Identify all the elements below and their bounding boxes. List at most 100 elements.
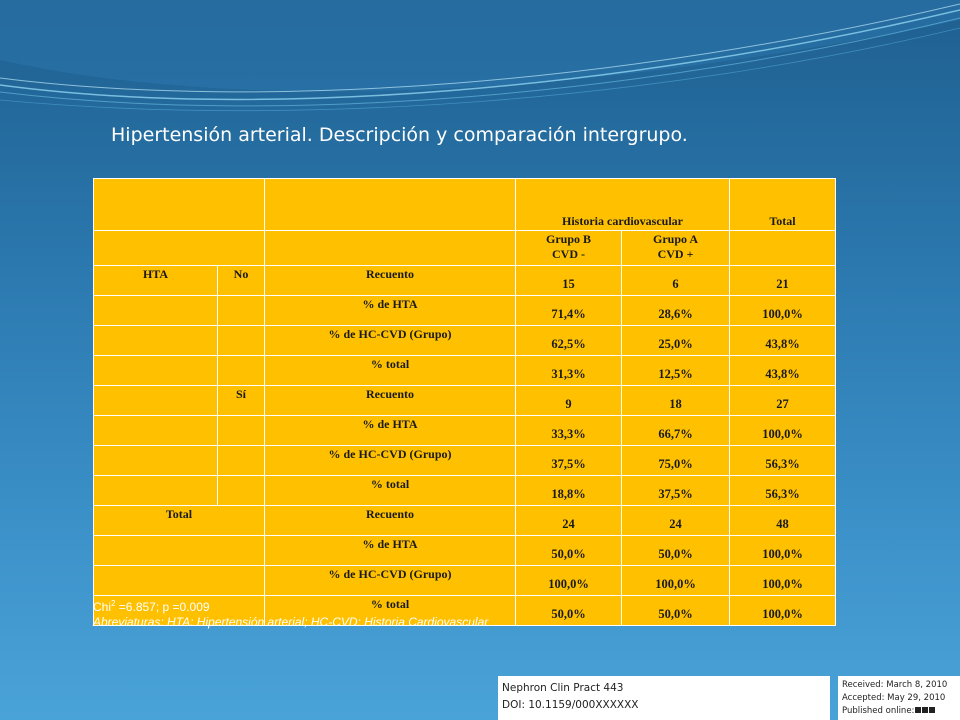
row-variable-label — [93, 355, 218, 386]
cell-total: 43,8% — [729, 355, 837, 386]
cell-total: 56,3% — [729, 445, 837, 476]
header-empty-cell — [264, 178, 516, 231]
journal-reference-box: Nephron Clin Pract 443 DOI: 10.1159/000X… — [498, 676, 830, 720]
cell-group-a: 100,0% — [620, 565, 731, 596]
cell-group-a: 66,7% — [620, 415, 731, 446]
table-row: % de HTA 50,0% 50,0% 100,0% — [93, 535, 837, 566]
row-stat-label: % de HTA — [264, 415, 516, 446]
chi-prefix: Chi — [93, 600, 112, 614]
row-variable-label: Total — [93, 505, 265, 536]
row-category-label — [217, 325, 265, 356]
row-category-label — [217, 475, 265, 506]
table-row: % de HTA 33,3% 66,7% 100,0% — [93, 415, 837, 446]
cell-group-a: 50,0% — [620, 535, 731, 566]
table-notes: Chi2 =6.857; p =0.009 Abreviaturas: HTA:… — [93, 596, 488, 630]
table-row: % de HTA 71,4% 28,6% 100,0% — [93, 295, 837, 326]
table-row: % de HC-CVD (Grupo) 37,5% 75,0% 56,3% — [93, 445, 837, 476]
cell-group-a: 37,5% — [620, 475, 731, 506]
cell-group-b: 18,8% — [515, 475, 622, 506]
table-row: % total 50,0% 50,0% 100,0% — [93, 595, 837, 626]
row-variable-label — [93, 385, 218, 416]
row-variable-label: HTA — [93, 265, 218, 296]
cell-group-b: 62,5% — [515, 325, 622, 356]
chi-square-note: Chi2 =6.857; p =0.009 — [93, 596, 488, 615]
row-stat-label: % de HC-CVD (Grupo) — [264, 325, 516, 356]
col-group-a-line2: CVD + — [657, 247, 694, 261]
table-row: % de HC-CVD (Grupo) 62,5% 25,0% 43,8% — [93, 325, 837, 356]
journal-doi: DOI: 10.1159/000XXXXXX — [502, 699, 639, 711]
cell-group-a: 6 — [620, 265, 731, 296]
row-stat-label: % total — [264, 355, 516, 386]
col-group-b-header: Grupo B CVD - — [515, 230, 622, 266]
row-variable-label — [93, 535, 265, 566]
group-header: Historia cardiovascular — [514, 178, 731, 231]
cell-total: 48 — [729, 505, 837, 536]
slide-title: Hipertensión arterial. Descripción y com… — [111, 124, 688, 146]
row-stat-label: % de HC-CVD (Grupo) — [264, 565, 516, 596]
cell-group-b: 50,0% — [515, 535, 622, 566]
chi-superscript: 2 — [111, 599, 116, 608]
cell-group-a: 75,0% — [620, 445, 731, 476]
cell-total: 100,0% — [729, 295, 837, 326]
cell-group-b: 9 — [515, 385, 622, 416]
table-row: % total 18,8% 37,5% 56,3% — [93, 475, 837, 506]
row-stat-label: % de HC-CVD (Grupo) — [264, 445, 516, 476]
table-header-row: Historia cardiovascular Total — [93, 178, 837, 231]
abbreviations-note: Abreviaturas: HTA: Hipertensión arterial… — [93, 615, 489, 629]
cell-group-a: 50,0% — [620, 595, 731, 626]
cell-total: 21 — [729, 265, 837, 296]
cell-total: 43,8% — [729, 325, 837, 356]
publication-dates-box: Received: March 8, 2010 Accepted: May 29… — [838, 676, 960, 720]
cell-group-a: 25,0% — [620, 325, 731, 356]
cell-group-b: 37,5% — [515, 445, 622, 476]
row-category-label — [217, 295, 265, 326]
row-stat-label: Recuento — [264, 265, 516, 296]
row-variable-label — [93, 475, 218, 506]
row-variable-label — [93, 445, 218, 476]
row-stat-label: % total — [264, 475, 516, 506]
cell-group-b: 33,3% — [515, 415, 622, 446]
row-variable-label — [93, 595, 265, 626]
row-variable-label — [93, 415, 218, 446]
accepted-date: Accepted: May 29, 2010 — [842, 693, 946, 703]
table-row: Sí Recuento 9 18 27 — [93, 385, 837, 416]
cell-total: 27 — [729, 385, 837, 416]
published-online: Published online: — [842, 705, 956, 718]
hta-crosstab-table: Historia cardiovascular Total Grupo B CVD… — [93, 178, 837, 626]
table-subheader-row: Grupo B CVD - Grupo A CVD + — [93, 230, 837, 266]
row-stat-label: % de HTA — [264, 295, 516, 326]
cell-group-b: 71,4% — [515, 295, 622, 326]
row-stat-label: Recuento — [264, 385, 516, 416]
cell-group-a: 24 — [620, 505, 731, 536]
col-group-b-line2: CVD - — [552, 247, 585, 261]
cell-group-b: 15 — [515, 265, 622, 296]
row-category-label: No — [217, 265, 265, 296]
row-stat-label: % total — [264, 595, 516, 626]
cell-group-b: 31,3% — [515, 355, 622, 386]
cell-total: 56,3% — [729, 475, 837, 506]
chi-result: =6.857; p =0.009 — [115, 600, 210, 614]
col-group-a-header: Grupo A CVD + — [620, 230, 731, 266]
header-swoosh-decoration — [0, 0, 960, 112]
col-group-b-line1: Grupo B — [545, 232, 591, 246]
cell-total: 100,0% — [729, 565, 837, 596]
cell-total: 100,0% — [729, 535, 837, 566]
cell-group-a: 28,6% — [620, 295, 731, 326]
header-empty-cell — [729, 230, 837, 266]
cell-group-a: 18 — [620, 385, 731, 416]
cell-group-a: 12,5% — [620, 355, 731, 386]
redacted-square-icon — [922, 707, 929, 713]
row-variable-label — [93, 295, 218, 326]
row-stat-label: Recuento — [264, 505, 516, 536]
header-empty-cell — [93, 230, 265, 266]
journal-name: Nephron Clin Pract 443 — [502, 682, 624, 694]
header-empty-cell — [264, 230, 516, 266]
row-category-label — [217, 355, 265, 386]
received-date: Received: March 8, 2010 — [842, 680, 948, 690]
cell-group-b: 50,0% — [515, 595, 622, 626]
row-stat-label: % de HTA — [264, 535, 516, 566]
row-category-label — [217, 445, 265, 476]
table-row: HTA No Recuento 15 6 21 — [93, 265, 837, 296]
cell-group-b: 24 — [515, 505, 622, 536]
cell-group-b: 100,0% — [515, 565, 622, 596]
